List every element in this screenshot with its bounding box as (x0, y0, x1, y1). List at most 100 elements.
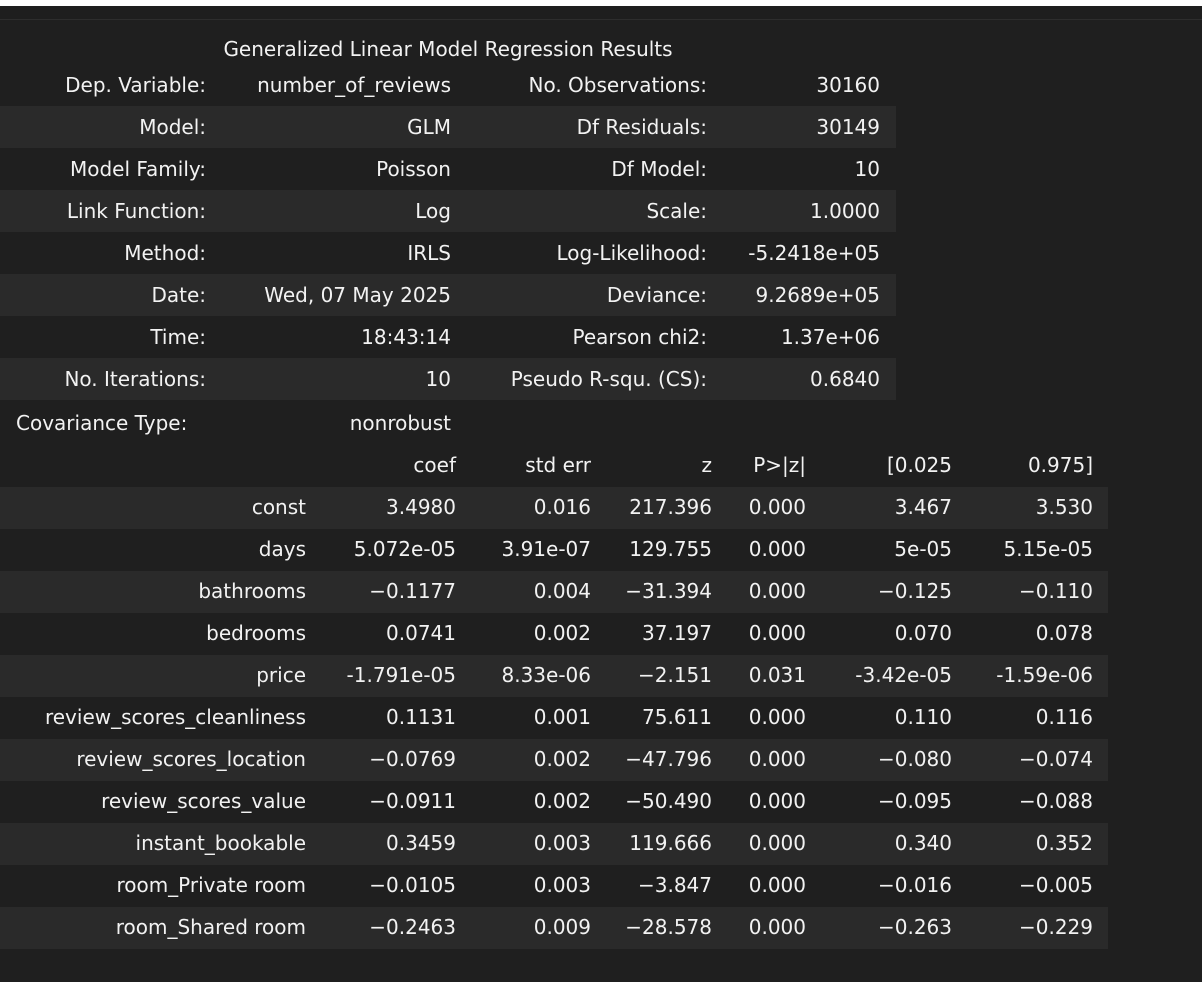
p-value: 0.031 (748, 663, 806, 687)
summary-stripe (0, 358, 896, 400)
summary-label: Link Function: (66, 199, 206, 223)
summary-value: 10 (425, 367, 451, 391)
summary-label: No. Iterations: (64, 367, 206, 391)
p-value: 0.000 (748, 537, 806, 561)
p-value: 0.000 (748, 747, 806, 771)
summary-value: 18:43:14 (361, 325, 451, 349)
coef-column-header: P>|z| (753, 453, 806, 477)
std-err-value: 0.016 (533, 495, 591, 519)
window-top-edge (0, 0, 1202, 6)
summary-value: Log (415, 199, 451, 223)
std-err-value: 0.002 (533, 747, 591, 771)
z-value: −3.847 (637, 873, 712, 897)
coef-value: −0.0911 (369, 789, 456, 813)
summary-label: Model: (139, 115, 206, 139)
ci-lower: 3.467 (894, 495, 952, 519)
p-value: 0.000 (748, 621, 806, 645)
coef-column-header: std err (525, 453, 591, 477)
summary-label: No. Observations: (528, 73, 707, 97)
coef-value: 3.4980 (386, 495, 456, 519)
summary-stripe (0, 106, 896, 148)
ci-upper: 3.530 (1035, 495, 1093, 519)
coef-row-name: days (258, 537, 306, 561)
z-value: −2.151 (637, 663, 712, 687)
ci-lower: −0.125 (877, 579, 952, 603)
ci-upper: −0.110 (1018, 579, 1093, 603)
summary-label: Scale: (646, 199, 707, 223)
cell-divider (0, 19, 1202, 20)
p-value: 0.000 (748, 495, 806, 519)
summary-value: 10 (854, 157, 880, 181)
p-value: 0.000 (748, 873, 806, 897)
ci-lower: −0.080 (877, 747, 952, 771)
summary-label: Dep. Variable: (65, 73, 206, 97)
coef-row-name: const (251, 495, 306, 519)
coef-column-header: coef (413, 453, 456, 477)
summary-label: Pseudo R-squ. (CS): (510, 367, 707, 391)
coef-value: 5.072e-05 (353, 537, 456, 561)
p-value: 0.000 (748, 579, 806, 603)
summary-label: Deviance: (606, 283, 707, 307)
summary-value: number_of_reviews (257, 73, 451, 97)
coef-value: −0.0769 (369, 747, 456, 771)
coef-value: −0.2463 (369, 915, 456, 939)
std-err-value: 0.002 (533, 621, 591, 645)
ci-lower: 0.110 (894, 705, 952, 729)
z-value: −47.796 (625, 747, 712, 771)
coef-column-header: [0.025 (886, 453, 952, 477)
covariance-value: nonrobust (349, 411, 451, 435)
coef-stripe (0, 655, 1108, 697)
summary-label: Df Model: (611, 157, 707, 181)
ci-upper: −0.074 (1018, 747, 1093, 771)
covariance-label: Covariance Type: (16, 411, 188, 435)
summary-value: 30149 (816, 115, 880, 139)
summary-value: Wed, 07 May 2025 (264, 283, 451, 307)
std-err-value: 0.002 (533, 789, 591, 813)
summary-value: 0.6840 (810, 367, 880, 391)
ci-upper: −0.088 (1018, 789, 1093, 813)
coef-value: −0.0105 (369, 873, 456, 897)
coef-value: 0.3459 (386, 831, 456, 855)
summary-label: Df Residuals: (576, 115, 707, 139)
summary-value: 9.2689e+05 (755, 283, 881, 307)
coef-value: -1.791e-05 (346, 663, 456, 687)
coef-row-name: review_scores_cleanliness (44, 705, 306, 729)
summary-label: Method: (124, 241, 206, 265)
summary-label: Pearson chi2: (572, 325, 707, 349)
z-value: 119.666 (629, 831, 712, 855)
std-err-value: 0.004 (533, 579, 591, 603)
summary-label: Log-Likelihood: (556, 241, 707, 265)
ci-upper: 0.352 (1035, 831, 1093, 855)
coef-row-name: instant_bookable (135, 831, 306, 855)
ci-lower: 5e-05 (894, 537, 952, 561)
summary-value: 1.37e+06 (780, 325, 880, 349)
summary-stripe (0, 274, 896, 316)
ci-upper: -1.59e-06 (996, 663, 1093, 687)
ci-upper: −0.229 (1018, 915, 1093, 939)
coef-stripe (0, 571, 1108, 613)
cell-output (0, 20, 1202, 982)
ci-lower: -3.42e-05 (855, 663, 952, 687)
coef-value: 0.1131 (386, 705, 456, 729)
std-err-value: 3.91e-07 (501, 537, 591, 561)
coef-row-name: bedrooms (206, 621, 306, 645)
ci-lower: −0.263 (877, 915, 952, 939)
z-value: 37.197 (642, 621, 712, 645)
ci-upper: 0.078 (1035, 621, 1093, 645)
coef-row-name: review_scores_value (101, 789, 306, 813)
p-value: 0.000 (748, 915, 806, 939)
summary-value: 30160 (816, 73, 880, 97)
ci-lower: −0.095 (877, 789, 952, 813)
ci-upper: 0.116 (1035, 705, 1093, 729)
summary-label: Date: (151, 283, 206, 307)
z-value: 129.755 (629, 537, 712, 561)
coef-row-name: room_Shared room (115, 915, 306, 939)
z-value: −50.490 (625, 789, 712, 813)
coef-row-name: price (256, 663, 306, 687)
std-err-value: 8.33e-06 (501, 663, 591, 687)
z-value: 217.396 (629, 495, 712, 519)
p-value: 0.000 (748, 789, 806, 813)
ci-lower: 0.070 (894, 621, 952, 645)
z-value: −31.394 (625, 579, 712, 603)
summary-stripe (0, 190, 896, 232)
